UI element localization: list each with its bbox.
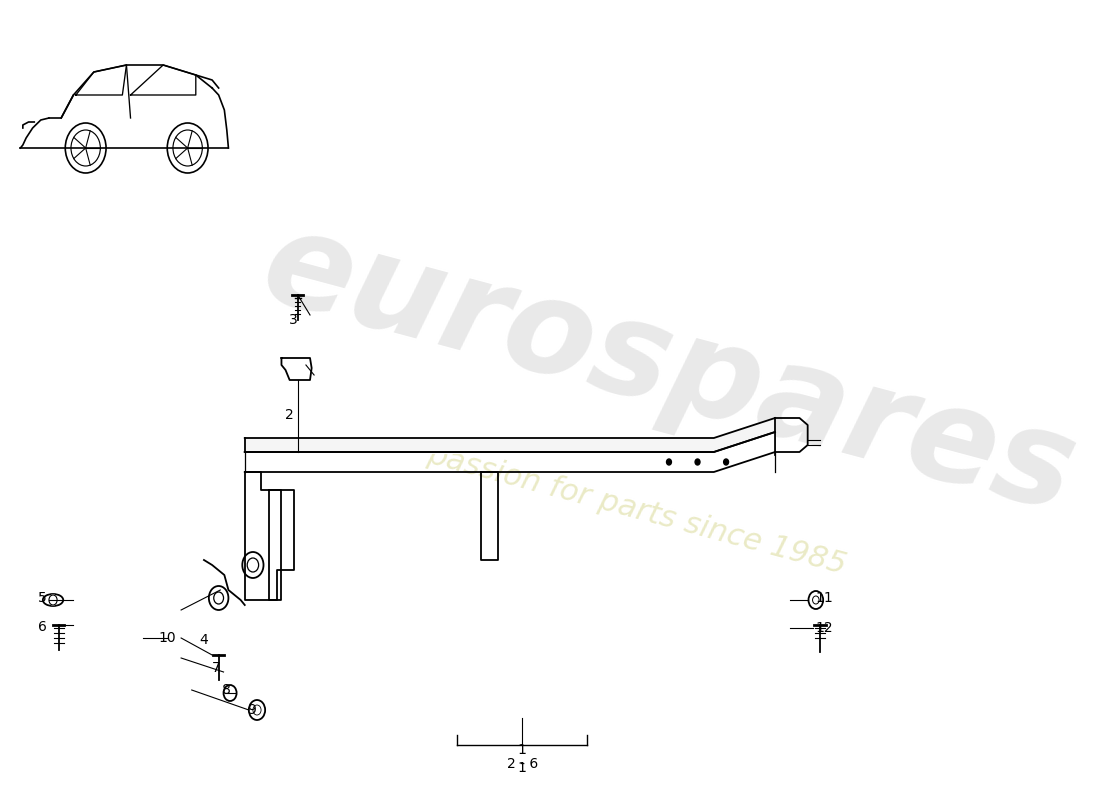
Text: 11: 11 xyxy=(815,591,833,605)
Text: 12: 12 xyxy=(815,621,833,635)
Circle shape xyxy=(48,595,57,605)
Text: 3: 3 xyxy=(289,313,298,327)
Circle shape xyxy=(724,459,728,465)
Text: 1: 1 xyxy=(518,743,527,757)
Text: 6: 6 xyxy=(39,620,47,634)
Text: 9: 9 xyxy=(246,703,255,717)
Text: 5: 5 xyxy=(39,591,47,605)
Text: 7: 7 xyxy=(212,661,221,675)
Text: 2 - 6: 2 - 6 xyxy=(506,757,538,771)
Text: passion for parts since 1985: passion for parts since 1985 xyxy=(424,440,849,580)
Circle shape xyxy=(667,459,671,465)
Text: 4: 4 xyxy=(199,633,208,647)
Polygon shape xyxy=(270,490,282,600)
Polygon shape xyxy=(244,418,776,452)
Text: 1: 1 xyxy=(518,761,527,775)
Text: 2: 2 xyxy=(285,408,294,422)
Text: 8: 8 xyxy=(222,683,231,697)
Polygon shape xyxy=(244,432,776,455)
Text: eurospares: eurospares xyxy=(250,201,1089,539)
Circle shape xyxy=(695,459,700,465)
Text: 10: 10 xyxy=(158,631,176,645)
